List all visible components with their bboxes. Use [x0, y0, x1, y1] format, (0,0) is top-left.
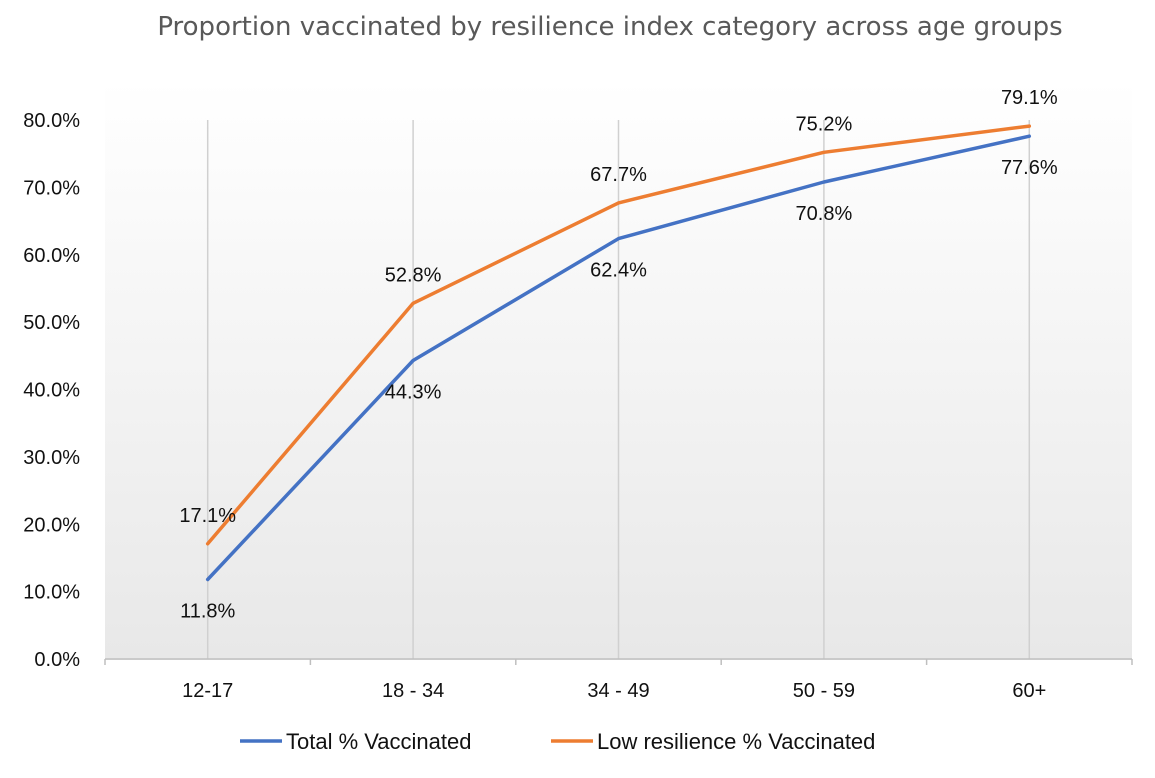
y-tick-label: 80.0%: [23, 110, 80, 132]
data-label: 11.8%: [180, 600, 235, 622]
x-tick-label: 18 - 34: [382, 680, 444, 702]
data-label: 44.3%: [385, 382, 442, 404]
x-tick-label: 50 - 59: [793, 680, 855, 702]
data-label: 62.4%: [590, 260, 647, 282]
legend-entry: Total % Vaccinated: [240, 729, 471, 754]
y-tick-label: 10.0%: [23, 582, 80, 604]
y-tick-label: 50.0%: [23, 312, 80, 334]
y-tick-label: 20.0%: [23, 514, 80, 536]
y-tick-label: 40.0%: [23, 380, 80, 402]
chart-title: Proportion vaccinated by resilience inde…: [157, 12, 1062, 42]
y-tick-label: 30.0%: [23, 447, 80, 469]
data-label: 75.2%: [796, 113, 853, 135]
data-label: 52.8%: [385, 264, 442, 286]
data-label: 70.8%: [796, 203, 853, 225]
data-label: 79.1%: [1001, 87, 1058, 109]
legend-label: Total % Vaccinated: [286, 729, 471, 754]
y-tick-label: 60.0%: [23, 245, 80, 267]
data-label: 77.6%: [1001, 157, 1058, 179]
data-label: 17.1%: [179, 505, 236, 527]
axes: 12-17 18 - 34 34 - 49 50 - 59 60+ 0.0% 10.0% 20…: [23, 110, 1133, 702]
x-tick-label: 12-17: [182, 680, 233, 702]
y-tick-label: 70.0%: [23, 177, 80, 199]
gridlines: [206, 120, 1031, 659]
legend-label: Low resilience % Vaccinated: [597, 729, 875, 754]
legend: Total % Vaccinated Low resilience % Vacci…: [240, 729, 875, 754]
x-tick-label: 34 - 49: [587, 680, 649, 702]
y-tick-label: 0.0%: [34, 649, 80, 671]
series-line-low-resilience: [205, 124, 1032, 546]
data-label: 67.7%: [590, 164, 647, 186]
legend-entry: Low resilience % Vaccinated: [551, 729, 875, 754]
data-labels: 11.8% 44.3% 62.4% 70.8% 77.6% 17.1% 52.8% 67.7%…: [179, 87, 1058, 622]
series-lines: [205, 124, 1032, 582]
series-line-total: [205, 134, 1032, 582]
x-tick-label: 60+: [1012, 680, 1046, 702]
